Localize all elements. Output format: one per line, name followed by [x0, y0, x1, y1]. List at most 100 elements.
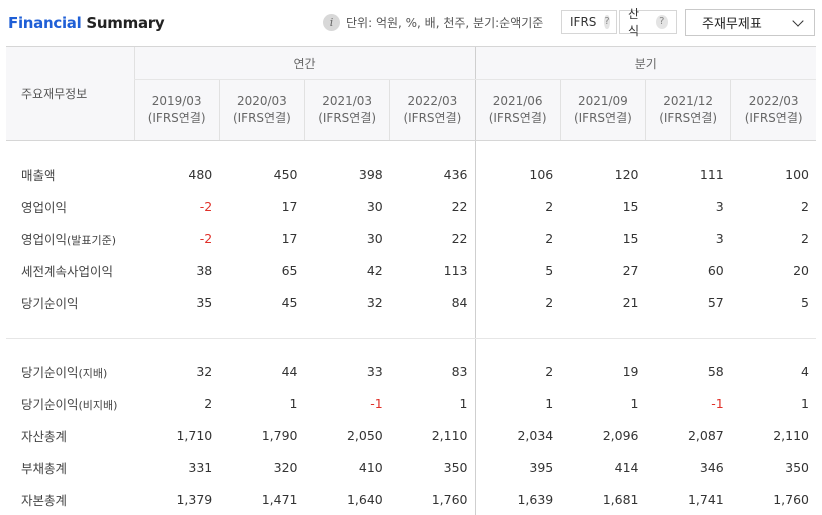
table-cell: 17	[281, 198, 298, 214]
table-cell: 35	[196, 294, 213, 310]
column-header: 2021/06 (IFRS연결)	[474, 79, 561, 141]
unit-note: i 단위: 억원, %, 배, 천주, 분기:순액기준	[323, 14, 543, 31]
table-cell: 480	[188, 166, 213, 182]
table-cell: 346	[699, 459, 724, 475]
row-label-text: 영업이익	[21, 231, 68, 247]
row-label: 자산총계	[6, 419, 134, 451]
table-cell: 57	[707, 294, 724, 310]
table-cell: 21	[622, 294, 639, 310]
column-date: 2019/03	[151, 94, 202, 108]
table-cell: 2	[474, 222, 561, 254]
table-cell: -1	[370, 395, 383, 411]
section-title: Financial Summary	[8, 14, 165, 32]
table-cell: 2	[801, 198, 809, 214]
table-cell: 2,096	[602, 427, 639, 443]
table-row: 영업이익 -2 17 30 22 2 15 3 2	[6, 190, 816, 222]
row-label: 부채총계	[6, 451, 134, 483]
table-cell: 27	[622, 262, 639, 278]
row-label-text: 부채총계	[21, 460, 68, 476]
table-cell: 4	[801, 363, 809, 379]
row-label-text: 자본총계	[21, 492, 68, 508]
table-cell: 1,790	[261, 427, 298, 443]
table-cell: 38	[196, 262, 213, 278]
row-label: 매출액	[6, 158, 134, 190]
table-cell: 436	[443, 166, 468, 182]
table-cell: 22	[451, 198, 468, 214]
table-row: 당기순이익 35 45 32 84 2 21 57 5	[6, 286, 816, 318]
column-basis: (IFRS연결)	[232, 111, 291, 125]
column-header: 2021/03 (IFRS연결)	[303, 79, 390, 141]
title-summary: Summary	[86, 14, 165, 32]
table-cell: 33	[366, 363, 383, 379]
table-row: 영업이익(발표기준) -2 17 30 22 2 15 3 2	[6, 222, 816, 254]
column-basis: (IFRS연결)	[744, 111, 803, 125]
table-cell: 450	[273, 166, 298, 182]
statement-type-select[interactable]: 주재무제표	[685, 9, 815, 36]
table-cell: -2	[199, 230, 213, 246]
table-cell: 100	[785, 166, 809, 182]
table-cell: 2	[474, 355, 561, 387]
row-label-text: 당기순이익	[21, 396, 79, 412]
table-cell: 20	[793, 262, 809, 278]
table-cell: 320	[273, 459, 298, 475]
table-row: 자산총계 1,710 1,790 2,050 2,110 2,034 2,096 2,087 2…	[6, 419, 816, 451]
row-label: 당기순이익(지배)	[6, 355, 134, 387]
ifrs-help-button[interactable]: IFRS ?	[561, 10, 617, 34]
column-header: 2022/03 (IFRS연결)	[730, 79, 816, 141]
table-cell: 17	[281, 230, 298, 246]
table-row: 세전계속사업이익 38 65 42 113 5 27 60 20	[6, 254, 816, 286]
calc-help-button[interactable]: 산식 ?	[619, 7, 677, 38]
table-cell: 2	[801, 230, 809, 246]
table-cell: 22	[451, 230, 468, 246]
column-date: 2020/03	[236, 94, 287, 108]
column-header: 2021/09 (IFRS연결)	[559, 79, 646, 141]
table-cell: 19	[622, 363, 639, 379]
table-cell: 1	[630, 395, 639, 411]
table-cell: 2	[474, 190, 561, 222]
table-cell: 331	[188, 459, 213, 475]
table-cell: 1,640	[346, 491, 383, 507]
table-cell: 83	[451, 363, 468, 379]
table-cell: 1,379	[176, 491, 213, 507]
column-header: 2020/03 (IFRS연결)	[218, 79, 305, 141]
column-date: 2022/03	[407, 94, 458, 108]
table-row: 부채총계 331 320 410 350 395 414 346 350	[6, 451, 816, 483]
column-basis: (IFRS연결)	[318, 111, 377, 125]
table-cell: 84	[451, 294, 468, 310]
table-cell: 1	[459, 395, 468, 411]
table-cell: 1	[474, 387, 561, 419]
table-row: 당기순이익(비지배) 2 1 -1 1 1 1 -1 1	[6, 387, 816, 419]
row-label-sub: (비지배)	[78, 398, 118, 412]
info-icon[interactable]: i	[323, 14, 340, 31]
table-cell: 15	[622, 230, 639, 246]
group-quarterly: 분기	[474, 46, 816, 80]
column-basis: (IFRS연결)	[488, 111, 547, 125]
table-cell: 1,639	[474, 483, 561, 515]
table-cell: 1	[801, 395, 809, 411]
row-label: 영업이익(발표기준)	[6, 222, 134, 254]
row-label-text: 세전계속사업이익	[21, 263, 114, 279]
statement-type-value: 주재무제표	[702, 17, 762, 32]
table-cell: 2,087	[687, 427, 724, 443]
table-cell: 395	[474, 451, 561, 483]
table-cell: 113	[443, 262, 468, 278]
column-date: 2021/12	[663, 94, 714, 108]
table-cell: 45	[281, 294, 298, 310]
column-basis: (IFRS연결)	[573, 111, 632, 125]
table-cell: 60	[707, 262, 724, 278]
unit-text: 단위: 억원, %, 배, 천주, 분기:순액기준	[346, 16, 544, 30]
table-cell: 111	[699, 166, 724, 182]
summary-header: Financial Summary i 단위: 억원, %, 배, 천주, 분기…	[0, 0, 822, 46]
table-cell: 32	[196, 363, 213, 379]
table-cell: 5	[474, 254, 561, 286]
table-row: 자본총계 1,379 1,471 1,640 1,760 1,639 1,681 1,741 1…	[6, 483, 816, 515]
table-cell: 1,681	[602, 491, 639, 507]
table-cell: 32	[366, 294, 383, 310]
table-cell: 1,760	[773, 491, 809, 507]
row-label: 세전계속사업이익	[6, 254, 134, 286]
column-header: 2021/12 (IFRS연결)	[644, 79, 731, 141]
column-date: 2021/06	[492, 94, 543, 108]
table-cell: 65	[281, 262, 298, 278]
table-cell: 410	[358, 459, 383, 475]
table-cell: 2,110	[431, 427, 468, 443]
